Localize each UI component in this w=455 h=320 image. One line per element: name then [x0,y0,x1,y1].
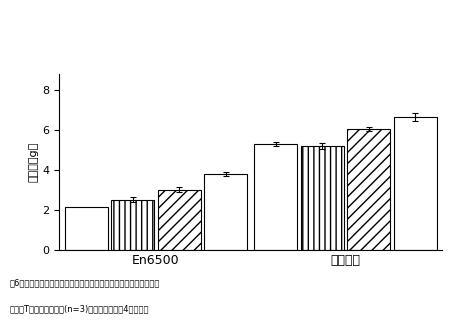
Bar [65,207,107,250]
Text: 図6．個体当たり全乾物重（気温と根域温度が異なる場合を含む）: 図6．個体当たり全乾物重（気温と根域温度が異なる場合を含む） [9,278,159,287]
Bar [393,116,436,250]
Bar [111,200,154,250]
Y-axis label: 乾物重（g）: 乾物重（g） [28,141,38,182]
Bar [254,144,297,250]
Bar [347,129,389,250]
Text: 注）T型線は標準誤差(n=3)。実験条件は図4と同じ。: 注）T型線は標準誤差(n=3)。実験条件は図4と同じ。 [9,304,148,313]
Bar [300,146,343,250]
Bar [157,189,200,250]
Bar [204,173,247,250]
